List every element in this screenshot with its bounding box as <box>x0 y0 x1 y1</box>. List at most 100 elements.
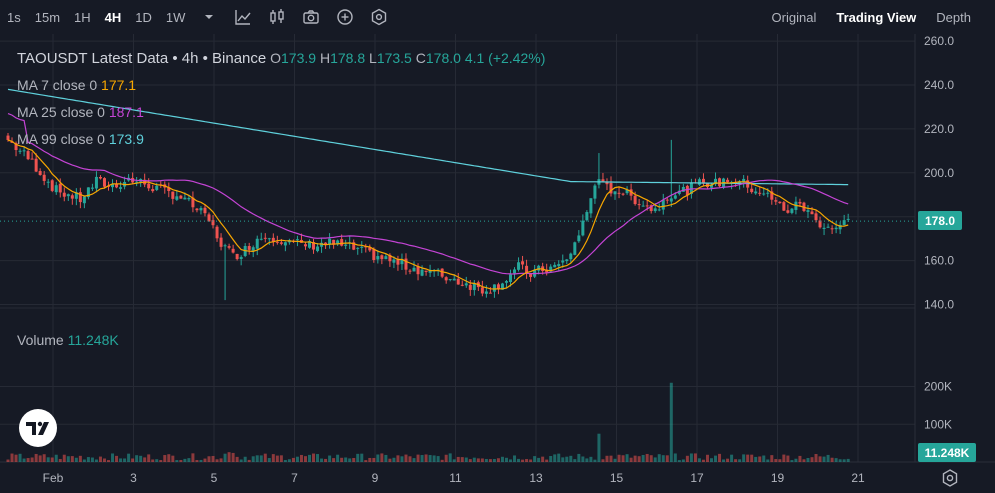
volume-bar <box>456 456 460 462</box>
candle-body <box>267 238 271 240</box>
volume-bar <box>159 460 163 462</box>
volume-bar <box>718 453 722 462</box>
volume-bar <box>171 455 175 462</box>
volume-bar <box>770 455 774 462</box>
volume-bar <box>806 458 810 462</box>
tab-trading-view[interactable]: Trading View <box>836 9 917 25</box>
time-axis-label: 11 <box>449 471 462 485</box>
volume-bar <box>440 459 444 462</box>
candle-body <box>320 242 324 247</box>
candle-body <box>368 247 372 251</box>
volume-bar <box>589 456 593 462</box>
timeframe-15m[interactable]: 15m <box>34 9 61 25</box>
volume-bar <box>629 457 633 462</box>
volume-bar <box>730 454 734 462</box>
volume-bar <box>689 453 693 462</box>
candle-body <box>529 273 533 277</box>
ma7-label: MA 7 close 0 <box>17 77 98 93</box>
volume-bar <box>818 456 822 462</box>
timeframe-1s[interactable]: 1s <box>7 9 21 25</box>
volume-bar <box>308 454 311 462</box>
volume-bar <box>147 454 151 462</box>
volume-bar <box>115 455 119 462</box>
symbol-title: TAOUSDT Latest Data • 4h • Binance <box>17 50 267 67</box>
candle-body <box>175 196 179 200</box>
candle-body <box>219 237 223 247</box>
candle-body <box>102 178 106 187</box>
candle-type-icon[interactable] <box>268 8 286 26</box>
candle-body <box>685 185 689 196</box>
candle-body <box>412 267 416 272</box>
candle-body <box>517 262 521 270</box>
volume-bar <box>504 457 508 462</box>
volume-bar <box>641 455 645 462</box>
volume-bar <box>734 459 738 462</box>
candle-body <box>726 179 730 183</box>
tab-depth[interactable]: Depth <box>936 9 971 25</box>
chart-settings-gear-icon[interactable] <box>940 468 960 488</box>
candle-body <box>822 227 826 229</box>
price-axis-label: 220.0 <box>924 122 954 136</box>
ohlc-legend: TAOUSDT Latest Data • 4h • Binance O173.… <box>17 50 545 67</box>
ma25-line <box>7 113 849 275</box>
tradingview-logo[interactable] <box>19 409 57 447</box>
volume-bar <box>569 455 573 462</box>
candle-body <box>509 274 512 282</box>
add-indicator-icon[interactable] <box>336 8 354 26</box>
volume-bar <box>211 455 215 462</box>
candle-body <box>452 278 456 281</box>
candle-body <box>255 238 259 249</box>
candle-body <box>645 205 649 207</box>
timeframe-4h[interactable]: 4H <box>104 9 122 25</box>
volume-bar <box>705 454 709 462</box>
volume-bar <box>239 459 243 462</box>
volume-bar <box>279 455 283 462</box>
candle-body <box>573 242 577 255</box>
volume-bar <box>143 457 147 462</box>
volume-bar <box>175 460 179 462</box>
candle-body <box>167 187 171 192</box>
chart-settings-icon[interactable] <box>370 8 388 26</box>
camera-icon[interactable] <box>302 8 320 26</box>
volume-bar <box>561 457 565 462</box>
timeframe-1w[interactable]: 1W <box>165 9 186 25</box>
volume-bar <box>392 457 396 462</box>
time-axis-label: 21 <box>851 471 865 485</box>
candle-body <box>629 189 633 196</box>
volume-bar <box>46 457 50 462</box>
candle-body <box>42 174 46 181</box>
candle-body <box>115 184 119 188</box>
volume-bar <box>42 454 46 462</box>
tab-original[interactable]: Original <box>771 9 817 25</box>
volume-bar <box>400 456 404 462</box>
volume-bar <box>661 455 665 462</box>
volume-bar <box>263 453 267 462</box>
candle-body <box>718 178 722 187</box>
candle-body <box>701 178 705 184</box>
candle-body <box>195 208 199 211</box>
volume-bar <box>90 457 94 462</box>
time-axis-label: Feb <box>43 471 64 485</box>
timeframe-dropdown-icon[interactable] <box>200 8 218 26</box>
indicator-chart-icon[interactable] <box>234 8 252 26</box>
candle-body <box>66 194 70 197</box>
volume-bar <box>30 457 34 462</box>
candle-body <box>525 265 529 273</box>
timeframe-1d[interactable]: 1D <box>135 9 152 25</box>
volume-bar <box>476 458 480 462</box>
candle-body <box>82 196 86 204</box>
timeframe-1h[interactable]: 1H <box>74 9 91 25</box>
volume-bar <box>553 454 557 462</box>
candle-body <box>58 183 62 193</box>
volume-bar <box>810 457 814 462</box>
volume-bar <box>665 455 669 462</box>
candle-body <box>553 264 557 268</box>
low-value: 173.5 <box>376 50 412 66</box>
volume-bar <box>714 455 718 462</box>
candle-body <box>484 291 488 294</box>
price-chart[interactable]: 140.0160.0180.0200.0220.0240.0260.0100K2… <box>0 34 995 491</box>
candle-body <box>408 270 412 272</box>
volume-bar <box>94 459 98 462</box>
candle-body <box>179 195 183 199</box>
volume-bar <box>227 452 231 462</box>
